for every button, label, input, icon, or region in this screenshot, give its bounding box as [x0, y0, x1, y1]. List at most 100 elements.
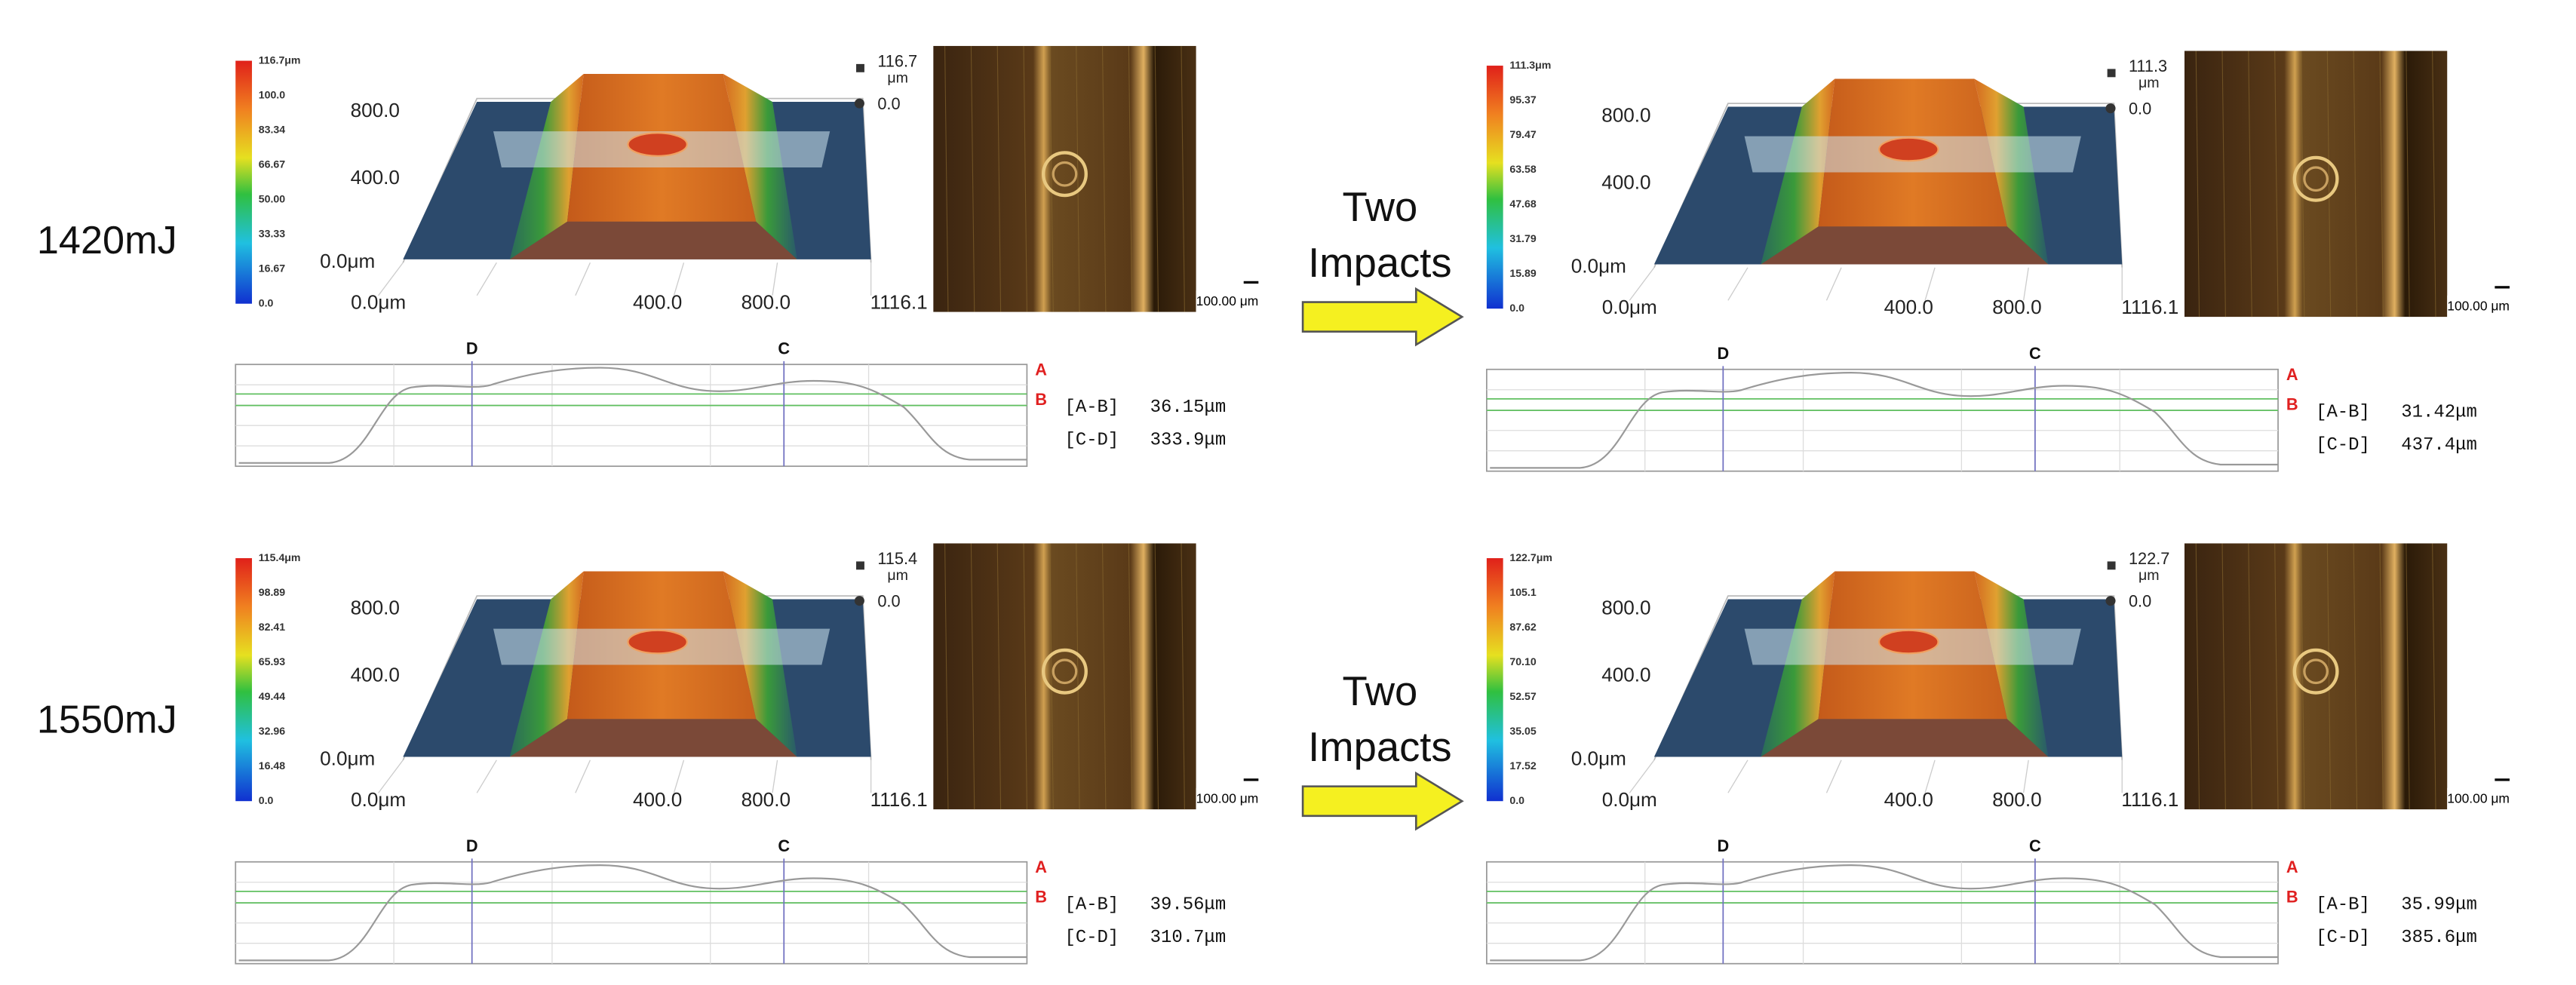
- colorbar-label: 0.0: [259, 296, 274, 308]
- surface-3d: [1629, 561, 2123, 793]
- zmin-marker: [2105, 103, 2116, 114]
- micrograph-streak: [2353, 543, 2358, 810]
- y-axis-label: 0.0μm: [320, 747, 375, 770]
- impact-ring: [2303, 658, 2329, 685]
- measurement-value: 35.99μm: [2401, 895, 2477, 916]
- floor-grid: [2023, 267, 2029, 301]
- x-axis-label: 0.0μm: [1602, 296, 1657, 318]
- floor-grid: [378, 759, 404, 793]
- micrograph-streak: [1128, 45, 1133, 312]
- x-axis-label: 0.0μm: [351, 788, 406, 811]
- colorbar-label: 105.1: [1509, 586, 1536, 598]
- floor-grid: [772, 262, 778, 296]
- measurement-value: 31.42μm: [2401, 403, 2477, 423]
- micrograph-streak: [2195, 51, 2200, 318]
- impact-ring: [2303, 166, 2329, 192]
- colorbar-label: 111.3μm: [1509, 59, 1551, 71]
- front-face: [1761, 719, 2049, 757]
- panel: 116.7μm 100.0 83.34 66.67 50.00 33.33 16.67 0.0…: [235, 45, 1259, 468]
- zmax-marker: [856, 63, 864, 72]
- colorbar-label: 16.48: [259, 759, 285, 772]
- colorbar-label: 0.0: [259, 794, 274, 806]
- measurement-label: [A-B]: [2316, 403, 2370, 423]
- zmin-marker: [854, 98, 864, 109]
- marker-b: B: [2286, 887, 2298, 906]
- floor-grid: [1727, 267, 1749, 301]
- arrow-text: Two: [1343, 668, 1418, 714]
- colorbar: [235, 558, 253, 802]
- floor-grid: [2023, 759, 2029, 793]
- x-axis-label: 0.0μm: [351, 291, 406, 314]
- colorbar-label: 82.41: [259, 621, 285, 633]
- x-axis-label: 800.0: [741, 788, 791, 811]
- surface-3d: [1629, 69, 2123, 301]
- micrograph-streak: [2326, 543, 2332, 810]
- impact-ring: [1042, 151, 1088, 198]
- row-label: 1420mJ: [37, 219, 177, 262]
- marker-a: A: [1035, 361, 1047, 379]
- marker-a: A: [1035, 858, 1047, 876]
- arrow-text: Impacts: [1308, 724, 1451, 770]
- surface-3d: [378, 561, 872, 793]
- scale-bar-box: [1196, 787, 1259, 810]
- micrograph-streak: [970, 543, 975, 810]
- micrograph-streak: [1049, 543, 1054, 810]
- measurement-value: 39.56μm: [1150, 895, 1227, 916]
- colorbar: [1486, 66, 1503, 309]
- micrograph: [2184, 51, 2448, 318]
- measurement-value: 310.7μm: [1150, 928, 1227, 948]
- floor-grid: [1825, 267, 1842, 301]
- colorbar-label: 115.4μm: [259, 551, 301, 563]
- micrograph-streak: [996, 543, 1002, 810]
- front-face: [509, 221, 797, 259]
- micrograph-streak: [970, 45, 975, 312]
- arrow: [1301, 771, 1464, 831]
- marker-c: C: [2029, 344, 2041, 363]
- profile-box: [235, 364, 1028, 468]
- scale-bar-box: [2447, 295, 2510, 318]
- impact-ring: [2292, 648, 2339, 695]
- micrograph-streak: [1101, 45, 1107, 312]
- crater: [627, 629, 688, 655]
- floor-grid: [1629, 759, 1655, 793]
- arrow-group: Two Impacts: [1301, 668, 1464, 831]
- scale-bar-label: 100.00 μm: [2447, 791, 2510, 806]
- floor-grid: [1924, 759, 1936, 793]
- front-face: [509, 719, 797, 757]
- colorbar-label: 98.89: [259, 586, 285, 598]
- micrograph-streak: [2353, 51, 2358, 318]
- micrograph-streak: [2274, 543, 2279, 810]
- colorbar-label: 33.33: [259, 227, 285, 239]
- impact-ring: [2292, 155, 2339, 202]
- colorbar-label: 0.0: [1509, 794, 1524, 806]
- micrograph-streak: [2300, 51, 2305, 318]
- marker-b: B: [2286, 394, 2298, 413]
- x-axis-label: 400.0: [1884, 296, 1933, 318]
- profile-curve: [1490, 372, 2279, 469]
- colorbar-label: 100.0: [259, 88, 285, 100]
- micrograph-streak: [1049, 45, 1054, 312]
- floor-grid: [1727, 759, 1749, 793]
- z-max-label: 111.3: [2129, 57, 2167, 75]
- marker-c: C: [778, 836, 790, 855]
- colorbar-label: 66.67: [259, 158, 285, 170]
- micrograph-streak: [1023, 45, 1027, 312]
- colorbar-label: 116.7μm: [259, 54, 301, 66]
- arrow-text: Impacts: [1308, 240, 1451, 286]
- marker-d: D: [466, 836, 478, 855]
- colorbar-label: 95.37: [1509, 94, 1536, 106]
- measurement-label: [C-D]: [1064, 431, 1119, 451]
- profile-box: [1486, 368, 2279, 472]
- floor-grid: [1825, 759, 1842, 793]
- colorbar-label: 17.52: [1509, 759, 1536, 772]
- y-axis-label: 0.0μm: [1571, 255, 1626, 278]
- colorbar-label: 47.68: [1509, 198, 1536, 210]
- floor-grid: [575, 759, 591, 793]
- z-unit-label: μm: [887, 567, 908, 584]
- colorbar-label: 31.79: [1509, 232, 1536, 244]
- micrograph-streak: [2248, 543, 2252, 810]
- z-unit-label: μm: [887, 70, 908, 87]
- x-axis-label: 1116.1: [2121, 788, 2178, 811]
- zmax-marker: [856, 561, 864, 570]
- scale-bar-label: 100.00 μm: [2447, 299, 2510, 314]
